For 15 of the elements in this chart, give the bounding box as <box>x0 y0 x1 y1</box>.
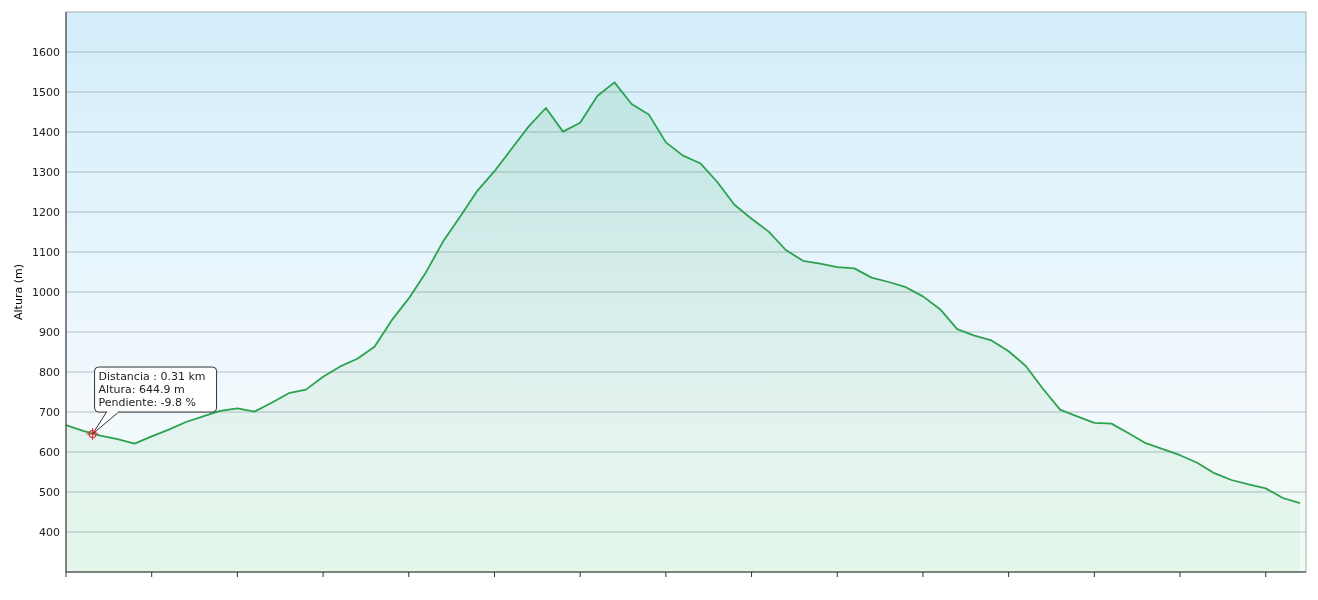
y-tick-label: 1600 <box>32 45 60 59</box>
y-tick-label: 700 <box>39 405 60 419</box>
y-axis-title: Altura (m) <box>12 264 25 320</box>
y-tick-label: 1400 <box>32 125 60 139</box>
y-tick-label: 900 <box>39 325 60 339</box>
y-tick-label: 500 <box>39 485 60 499</box>
y-tick-label: 1000 <box>32 285 60 299</box>
y-tick-label: 1300 <box>32 165 60 179</box>
y-tick-label: 400 <box>39 525 60 539</box>
y-tick-label: 1100 <box>32 245 60 259</box>
y-tick-label: 1500 <box>32 85 60 99</box>
annotation: Distancia : 0.31 km Altura: 644.9 m Pendiente: -9.8 % <box>98 370 206 410</box>
y-tick-label: 600 <box>39 445 60 459</box>
y-tick-label: 800 <box>39 365 60 379</box>
y-tick-label: 1200 <box>32 205 60 219</box>
